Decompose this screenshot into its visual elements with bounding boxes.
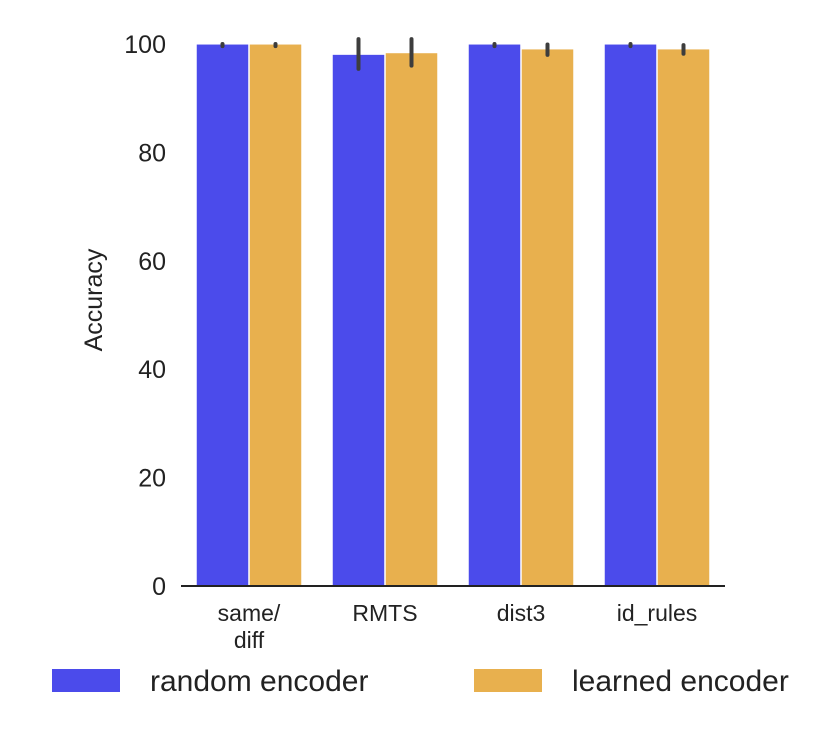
bar-1-3 xyxy=(657,49,710,587)
bar-0-3 xyxy=(604,44,657,587)
legend: random encoder learned encoder xyxy=(52,665,789,698)
legend-swatch-0 xyxy=(52,669,120,692)
y-tick-label-1: 20 xyxy=(138,465,166,493)
x-tick-label-3: id_rules xyxy=(617,600,698,626)
y-tick-label-2: 40 xyxy=(138,356,166,384)
legend-label-0: random encoder xyxy=(150,665,368,698)
x-tick-label-2: dist3 xyxy=(497,600,546,626)
y-tick-label-0: 0 xyxy=(152,573,166,601)
bar-0-0 xyxy=(196,44,249,587)
bar-1-0 xyxy=(249,44,302,587)
y-axis-label: Accuracy xyxy=(80,248,108,351)
bars-layer xyxy=(196,44,710,587)
legend-label-1: learned encoder xyxy=(572,665,789,698)
bar-1-2 xyxy=(521,49,574,587)
bar-0-2 xyxy=(468,44,521,587)
x-ticks-layer: same/diff RMTS dist3 id_rules xyxy=(218,600,698,653)
legend-swatch-1 xyxy=(474,669,542,692)
error-bars-layer xyxy=(220,37,686,71)
y-tick-label-4: 80 xyxy=(138,139,166,167)
x-tick-label-1: RMTS xyxy=(352,600,417,626)
y-tick-label-5: 100 xyxy=(124,31,166,59)
y-tick-label-3: 60 xyxy=(138,248,166,276)
y-ticks-layer: 0 20 40 60 80 100 xyxy=(124,31,166,601)
bar-0-1 xyxy=(332,54,385,586)
bar-1-1 xyxy=(385,53,438,587)
x-tick-label-0: same/diff xyxy=(218,600,281,653)
